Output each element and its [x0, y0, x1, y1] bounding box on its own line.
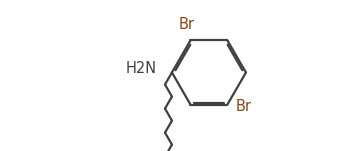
Text: Br: Br [236, 99, 252, 114]
Text: Br: Br [179, 17, 195, 32]
Text: H2N: H2N [126, 61, 157, 76]
